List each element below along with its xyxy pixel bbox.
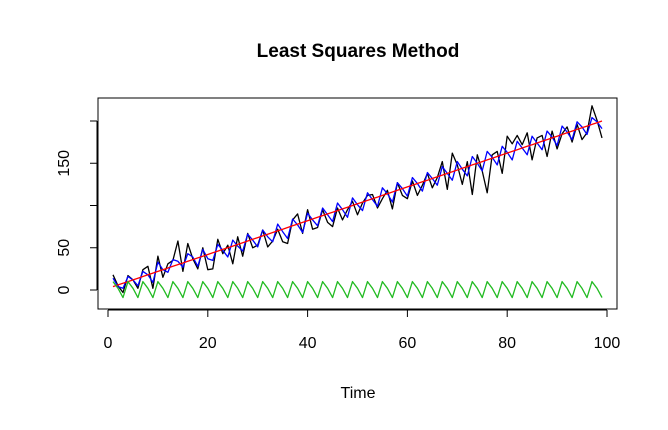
plot-area-frame (97, 97, 618, 310)
x-tick-label-3: 60 (398, 335, 416, 352)
x-tick-label-5: 100 (594, 335, 621, 352)
series-line-1 (112, 116, 603, 289)
chart-title: Least Squares Method (257, 41, 460, 62)
x-tick-label-2: 40 (299, 335, 317, 352)
x-tick-label-0: 0 (104, 335, 113, 352)
x-axis: 0 20 40 60 80 100 (104, 309, 621, 352)
x-tick-label-4: 80 (498, 335, 516, 352)
series-line-3 (112, 280, 603, 299)
series-line-2 (112, 120, 603, 288)
y-axis: 0 50 150 (56, 120, 98, 294)
y-tick-label-1: 50 (56, 239, 73, 257)
x-axis-label: Time (341, 385, 376, 402)
y-tick-label-0: 0 (56, 285, 73, 294)
y-tick-label-3: 150 (56, 150, 73, 177)
x-tick-label-1: 20 (199, 335, 217, 352)
series-layer (112, 105, 603, 299)
series-line-0 (112, 105, 603, 294)
